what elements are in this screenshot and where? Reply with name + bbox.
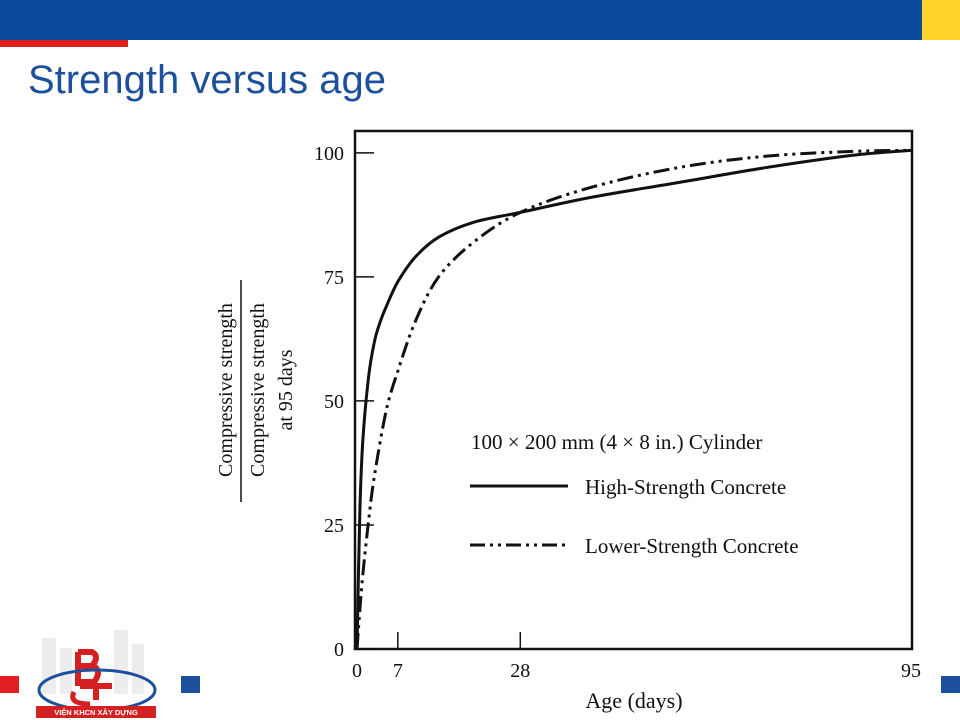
slide-title: Strength versus age bbox=[28, 58, 386, 102]
legend-label-lower-strength: Lower-Strength Concrete bbox=[585, 534, 799, 558]
y-tick-label: 25 bbox=[324, 515, 344, 537]
x-tick-label: 28 bbox=[510, 660, 530, 682]
plot-frame bbox=[353, 129, 914, 651]
logo-text: VIỆN KHCN XÂY DỰNG bbox=[54, 708, 138, 717]
header-accent-red bbox=[0, 40, 128, 47]
series-layer bbox=[355, 148, 912, 650]
footer-square-red bbox=[0, 676, 19, 693]
x-axis-label: Age (days) bbox=[585, 688, 682, 713]
x-tick-label: 95 bbox=[901, 660, 921, 682]
y-tick-label: 0 bbox=[334, 639, 344, 661]
y-axis-ticks: 0 25 50 75 100 bbox=[314, 143, 374, 661]
header-accent-yellow bbox=[922, 0, 960, 40]
series-line-high-strength bbox=[355, 148, 912, 650]
legend-label-high-strength: High-Strength Concrete bbox=[585, 475, 786, 499]
y-axis-label-sub2: at 95 days bbox=[275, 349, 297, 430]
series-line-lower-strength bbox=[355, 148, 912, 650]
footer-square-blue-left bbox=[181, 676, 200, 693]
y-tick-label: 100 bbox=[314, 143, 344, 165]
y-axis-label-sub: Compressive strength bbox=[247, 303, 269, 477]
y-tick-label: 50 bbox=[324, 391, 344, 413]
legend-title: 100 × 200 mm (4 × 8 in.) Cylinder bbox=[471, 430, 762, 454]
x-tick-label: 0 bbox=[352, 660, 362, 682]
footer-square-blue-right bbox=[941, 676, 960, 693]
x-axis-ticks: 0 7 28 95 bbox=[352, 632, 921, 682]
x-tick-label: 7 bbox=[393, 660, 403, 682]
institute-logo: VIỆN KHCN XÂY DỰNG bbox=[36, 630, 157, 718]
header-bar bbox=[0, 0, 922, 40]
y-tick-label: 75 bbox=[324, 267, 344, 289]
y-axis-label-main: Compressive strength bbox=[215, 303, 237, 477]
